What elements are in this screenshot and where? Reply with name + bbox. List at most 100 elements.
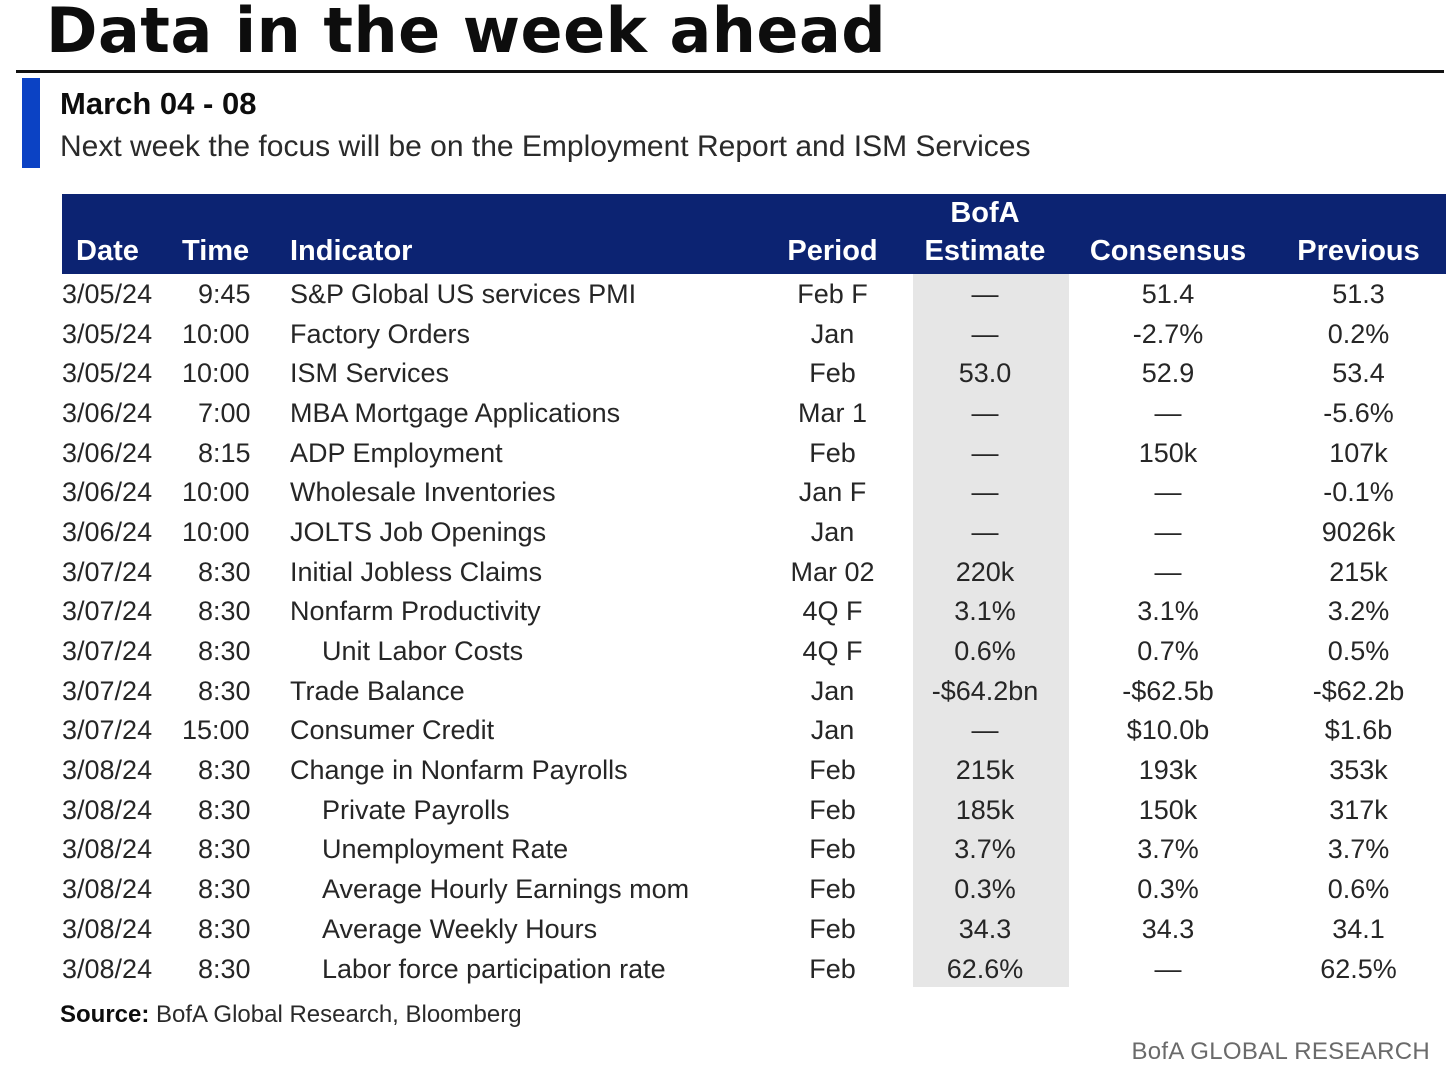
cell-previous: 9026k bbox=[1321, 516, 1396, 547]
cell-consensus: -2.7% bbox=[1132, 318, 1204, 349]
cell-consensus: 34.3 bbox=[1141, 913, 1195, 944]
cell-time: 10:00 bbox=[182, 477, 250, 508]
cell-consensus: — bbox=[1154, 397, 1182, 428]
cell-estimate: — bbox=[971, 477, 999, 508]
cell-indicator: Private Payrolls bbox=[322, 794, 510, 825]
cell-date: 3/08/24 bbox=[62, 755, 153, 786]
table-row: 3/08/24 8:30 Change in Nonfarm Payrolls Feb… bbox=[62, 750, 1446, 790]
cell-estimate: 3.1% bbox=[954, 596, 1016, 627]
cell-period: Feb bbox=[809, 834, 856, 865]
header-estimate-line1: BofA bbox=[950, 197, 1020, 229]
table-row: 3/06/24 7:00 MBA Mortgage Applications Mar … bbox=[62, 393, 1446, 433]
table-row: 3/08/24 8:30 Average Weekly Hours Feb 34.3 34… bbox=[62, 909, 1446, 949]
cell-time: 8:30 bbox=[198, 953, 251, 984]
cell-date: 3/07/24 bbox=[62, 636, 153, 667]
cell-date: 3/07/24 bbox=[62, 596, 153, 627]
header-estimate: BofA Estimate bbox=[905, 194, 1065, 274]
cell-indicator: Average Hourly Earnings mom bbox=[322, 874, 690, 905]
cell-period: Jan bbox=[810, 675, 855, 706]
table-row: 3/05/24 9:45 S&P Global US services PMI Feb… bbox=[62, 274, 1446, 314]
cell-time: 10:00 bbox=[182, 318, 250, 349]
cell-consensus: — bbox=[1154, 516, 1182, 547]
cell-consensus: 51.4 bbox=[1141, 278, 1195, 309]
cell-period: Feb F bbox=[797, 278, 868, 309]
cell-date: 3/06/24 bbox=[62, 477, 153, 508]
source-label: Source: bbox=[60, 1001, 150, 1028]
cell-date: 3/08/24 bbox=[62, 834, 153, 865]
cell-previous: 3.7% bbox=[1327, 834, 1390, 865]
cell-previous: -5.6% bbox=[1323, 397, 1394, 428]
economic-calendar-table: Date Time Indicator Period BofA Estimate… bbox=[62, 194, 1446, 988]
cell-consensus: 0.7% bbox=[1137, 636, 1199, 667]
cell-time: 8:30 bbox=[198, 755, 251, 786]
cell-estimate: — bbox=[971, 397, 999, 428]
cell-previous: 0.5% bbox=[1327, 636, 1390, 667]
cell-indicator: Labor force participation rate bbox=[322, 953, 666, 984]
header-date: Date bbox=[76, 235, 139, 267]
cell-time: 8:30 bbox=[198, 556, 251, 587]
cell-indicator: ADP Employment bbox=[290, 437, 503, 468]
cell-consensus: — bbox=[1154, 953, 1182, 984]
header-time: Time bbox=[182, 235, 250, 267]
cell-previous: 53.4 bbox=[1332, 358, 1385, 389]
cell-estimate: — bbox=[971, 318, 999, 349]
cell-period: Jan bbox=[810, 318, 855, 349]
source-text: BofA Global Research, Bloomberg bbox=[149, 1001, 522, 1028]
header-consensus: Consensus bbox=[1089, 235, 1247, 267]
cell-date: 3/08/24 bbox=[62, 953, 153, 984]
header-indicator: Indicator bbox=[290, 235, 413, 267]
cell-previous: 107k bbox=[1329, 437, 1388, 468]
cell-date: 3/06/24 bbox=[62, 516, 153, 547]
cell-date: 3/06/24 bbox=[62, 397, 153, 428]
cell-consensus: -$62.5b bbox=[1122, 675, 1214, 706]
cell-time: 8:15 bbox=[198, 437, 251, 468]
cell-estimate: — bbox=[971, 516, 999, 547]
cell-date: 3/06/24 bbox=[62, 437, 153, 468]
cell-estimate: — bbox=[971, 715, 999, 746]
cell-estimate: 62.6% bbox=[946, 953, 1024, 984]
cell-time: 10:00 bbox=[182, 516, 250, 547]
cell-period: Feb bbox=[809, 437, 856, 468]
cell-previous: $1.6b bbox=[1324, 715, 1393, 746]
cell-period: Jan bbox=[810, 516, 855, 547]
table-row: 3/06/24 10:00 JOLTS Job Openings Jan — — 9026k bbox=[62, 512, 1446, 552]
accent-bar bbox=[22, 78, 40, 168]
cell-period: Feb bbox=[809, 755, 856, 786]
table-row: 3/08/24 8:30 Average Hourly Earnings mom Fe… bbox=[62, 869, 1446, 909]
cell-estimate: — bbox=[971, 278, 999, 309]
cell-date: 3/08/24 bbox=[62, 913, 153, 944]
table-row: 3/05/24 10:00 ISM Services Feb 53.0 52.9 53.4 bbox=[62, 353, 1446, 393]
cell-indicator: S&P Global US services PMI bbox=[290, 278, 637, 309]
cell-period: Feb bbox=[809, 953, 856, 984]
cell-estimate: 185k bbox=[955, 794, 1015, 825]
source-note: Source: BofA Global Research, Bloomberg bbox=[60, 1001, 522, 1029]
cell-indicator: MBA Mortgage Applications bbox=[290, 397, 621, 428]
cell-date: 3/07/24 bbox=[62, 715, 153, 746]
cell-previous: 0.2% bbox=[1327, 318, 1390, 349]
cell-period: Jan F bbox=[798, 477, 867, 508]
cell-consensus: 52.9 bbox=[1141, 358, 1195, 389]
table-row: 3/07/24 8:30 Trade Balance Jan -$64.2bn -$62.… bbox=[62, 671, 1446, 711]
cell-time: 8:30 bbox=[198, 794, 251, 825]
cell-estimate: 0.6% bbox=[954, 636, 1016, 667]
cell-consensus: 150k bbox=[1138, 794, 1198, 825]
cell-time: 10:00 bbox=[182, 358, 250, 389]
cell-previous: 353k bbox=[1329, 755, 1388, 786]
cell-time: 9:45 bbox=[198, 278, 251, 309]
table-row: 3/06/24 8:15 ADP Employment Feb — 150k 107k bbox=[62, 433, 1446, 473]
cell-indicator: Unit Labor Costs bbox=[322, 636, 524, 667]
title-divider bbox=[16, 70, 1444, 73]
cell-indicator: Consumer Credit bbox=[290, 715, 495, 746]
cell-consensus: 0.3% bbox=[1137, 874, 1199, 905]
cell-time: 8:30 bbox=[198, 834, 251, 865]
cell-indicator: Initial Jobless Claims bbox=[290, 556, 543, 587]
cell-date: 3/08/24 bbox=[62, 874, 153, 905]
header-previous: Previous bbox=[1297, 235, 1420, 267]
table-row: 3/08/24 8:30 Unemployment Rate Feb 3.7% 3.7% 3… bbox=[62, 830, 1446, 870]
cell-previous: -0.1% bbox=[1323, 477, 1394, 508]
week-description: Next week the focus will be on the Emplo… bbox=[60, 130, 1031, 163]
cell-time: 8:30 bbox=[198, 874, 251, 905]
cell-estimate: 215k bbox=[955, 755, 1015, 786]
table-row: 3/07/24 8:30 Initial Jobless Claims Mar 02 2… bbox=[62, 552, 1446, 592]
cell-period: Mar 1 bbox=[797, 397, 868, 428]
